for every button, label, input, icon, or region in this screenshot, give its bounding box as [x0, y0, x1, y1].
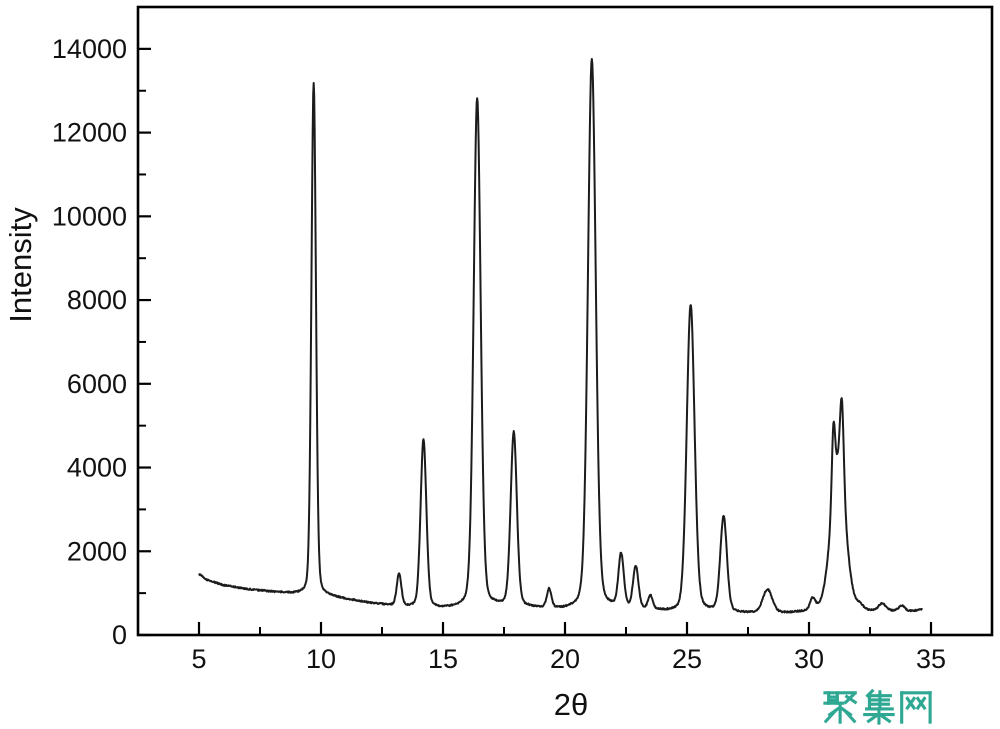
watermark: 聚集网	[820, 689, 936, 725]
x-axis-title: 2θ	[553, 687, 589, 722]
x-tick-label: 15	[428, 644, 458, 674]
y-tick-label: 10000	[52, 201, 127, 231]
x-tick-label: 30	[794, 644, 824, 674]
y-tick-label: 8000	[67, 285, 127, 315]
watermark-logo-icon	[823, 689, 932, 725]
y-tick-label: 14000	[52, 34, 127, 64]
y-axis-title: Intensity	[3, 207, 38, 323]
y-tick-label: 0	[112, 620, 127, 650]
x-tick-label: 25	[672, 644, 702, 674]
plot-frame	[136, 5, 994, 637]
x-tick-label: 10	[306, 644, 336, 674]
y-tick-label: 6000	[67, 369, 127, 399]
y-tick-label: 4000	[67, 453, 127, 483]
x-tick-label: 35	[916, 644, 946, 674]
x-tick-label: 5	[191, 644, 206, 674]
y-tick-label: 2000	[67, 536, 127, 566]
y-tick-label: 12000	[52, 118, 127, 148]
x-tick-label: 20	[550, 644, 580, 674]
xrd-trace	[198, 58, 924, 614]
